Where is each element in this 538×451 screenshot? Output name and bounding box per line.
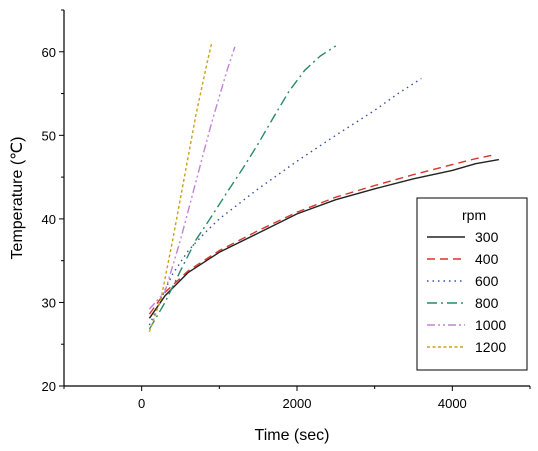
x-tick-label: 0: [138, 396, 145, 411]
legend-label-1200: 1200: [475, 339, 506, 355]
legend-title: rpm: [462, 207, 486, 223]
series-line-400: [148, 154, 492, 315]
legend-label-300: 300: [475, 229, 499, 245]
x-axis-title: Time (sec): [255, 427, 330, 444]
plot-area: 0 2000 4000 20 30 40 50 60 Time (sec) Temperature…: [9, 9, 531, 444]
y-tick-label: 60: [42, 45, 56, 60]
legend-label-800: 800: [475, 295, 499, 311]
series-line-1200: [148, 43, 213, 332]
series-line-300: [148, 158, 500, 319]
series-line-1000: [148, 46, 236, 310]
legend-label-400: 400: [475, 251, 499, 267]
x-tick-label: 4000: [438, 396, 467, 411]
series-line-800: [148, 45, 337, 330]
x-tick-label: 2000: [283, 396, 312, 411]
y-axis-title: Temperature (℃): [9, 137, 26, 260]
legend-box: [416, 197, 528, 371]
y-tick-label: 40: [42, 212, 56, 227]
legend-label-1000: 1000: [475, 317, 506, 333]
y-tick-label: 30: [42, 295, 56, 310]
legend-label-600: 600: [475, 273, 499, 289]
y-tick-label: 20: [42, 379, 56, 394]
y-tick-label: 50: [42, 128, 56, 143]
